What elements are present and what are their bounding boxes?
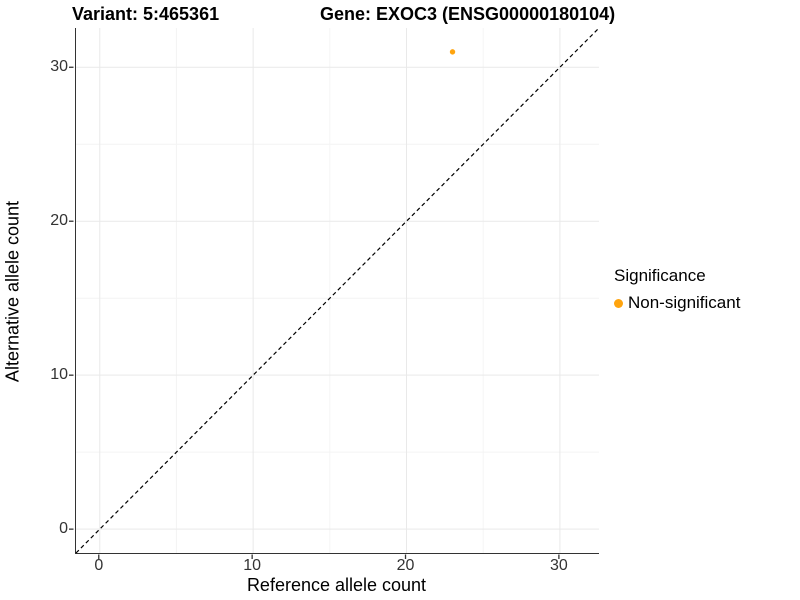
legend-entry: Non-significant [614,293,740,313]
y-tick-label: 20 [50,212,68,230]
legend: Significance Non-significant [614,266,740,313]
gene-title: Gene: EXOC3 (ENSG00000180104) [320,4,616,24]
identity-line [75,27,600,554]
plot-canvas [75,27,600,554]
plot-panel [75,27,600,554]
x-axis-title: Reference allele count [246,575,427,595]
data-point [449,49,456,55]
y-tick-label: 10 [50,366,68,384]
legend-entries: Non-significant [614,293,740,313]
legend-title: Significance [614,266,706,285]
y-tick-label: 30 [50,58,68,76]
legend-entry-label: Non-significant [628,293,741,312]
x-tick-label: 0 [94,557,104,574]
legend-point-icon [614,298,623,308]
x-tick-label: 20 [396,557,415,574]
y-axis-title: Alternative allele count [2,200,23,383]
x-tick-label: 10 [243,557,262,574]
variant-title: Variant: 5:465361 [72,4,220,24]
y-tick-label: 0 [59,520,68,538]
x-tick-label: 30 [549,557,568,574]
